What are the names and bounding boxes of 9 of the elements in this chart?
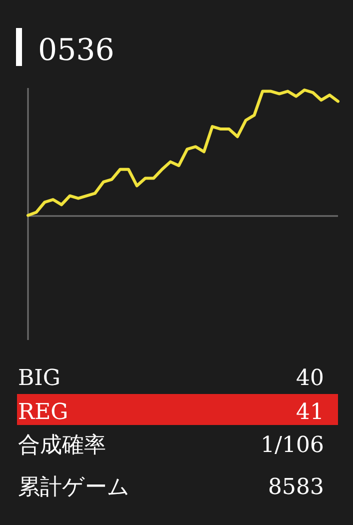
text: 41: [296, 400, 324, 425]
text: REG: [18, 400, 68, 425]
text: 合成確率: [18, 433, 106, 458]
text: 8583: [268, 475, 324, 500]
text: 40: [296, 366, 324, 391]
text: 1/106: [260, 433, 324, 458]
text: 累計ゲーム: [18, 475, 130, 500]
chart-title: 0536: [38, 33, 114, 68]
text: BIG: [18, 366, 60, 391]
